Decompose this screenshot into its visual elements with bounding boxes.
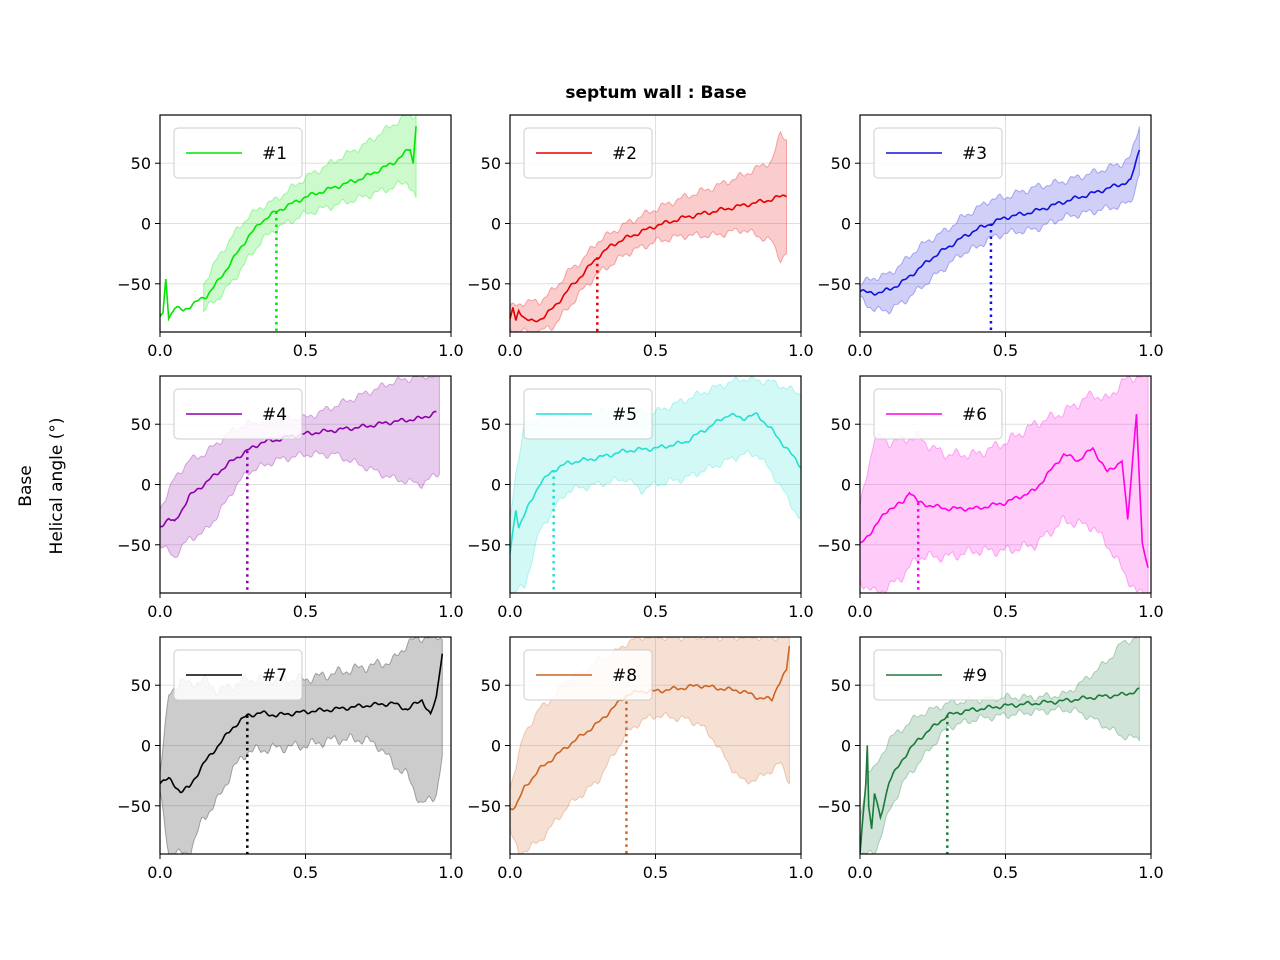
legend-4: #2 [523,127,653,179]
y-tick-label: −50 [467,275,501,294]
legend-8: #6 [873,388,1003,440]
mean-line-5 [510,412,801,554]
x-tick-label: 1.0 [438,863,463,882]
legend-label: #4 [262,405,287,425]
y-tick-label: 0 [841,476,851,495]
y-tick-label: 0 [841,737,851,756]
legend-5: #5 [523,388,653,440]
legend-6: #8 [523,649,653,701]
x-tick-label: 1.0 [1138,341,1163,360]
x-tick-label: 0.5 [643,602,668,621]
mean-line-8 [860,414,1149,568]
y-tick-label: 50 [131,415,151,434]
y-tick-label: −50 [817,275,851,294]
y-tick-label: 0 [141,215,151,234]
x-tick-label: 0.5 [293,863,318,882]
legend-label: #6 [962,405,987,425]
subplot-5: 0.0 0.5 1.0 −50 0 50 #5 [467,375,814,621]
x-tick-label: 0.5 [993,602,1018,621]
band-4 [510,130,787,332]
y-tick-label: −50 [117,536,151,555]
y-tick-label: 50 [831,676,851,695]
y-tick-label: −50 [817,536,851,555]
mean-line-9 [860,687,1140,854]
x-tick-label: 1.0 [1138,602,1163,621]
subplot-grid: 0.0 0.5 1.0 −50 0 50 #1 0.0 0.5 1.0 −50 0 50 #4 0.0 0.5… [117,114,1164,882]
y-axis-label-line-1: Base [16,465,36,506]
x-tick-label: 0.0 [497,602,522,621]
y-tick-label: 50 [481,154,501,173]
y-tick-label: 0 [491,476,501,495]
x-tick-label: 0.0 [847,341,872,360]
x-tick-label: 1.0 [438,602,463,621]
y-tick-label: −50 [117,275,151,294]
y-axis-label-line-2: Helical angle (°) [47,418,67,555]
y-tick-label: −50 [467,536,501,555]
legend-3: #7 [173,649,303,701]
band-8 [860,376,1149,593]
y-tick-label: 0 [491,215,501,234]
x-tick-label: 1.0 [788,602,813,621]
legend-1: #1 [173,127,303,179]
mean-line-4 [510,194,787,323]
legend-2: #4 [173,388,303,440]
x-tick-label: 0.5 [293,602,318,621]
x-tick-label: 0.0 [147,602,172,621]
subplot-7: 0.0 0.5 1.0 −50 0 50 #3 [817,114,1164,360]
legend-label: #9 [962,666,987,686]
y-tick-label: −50 [467,797,501,816]
y-tick-label: −50 [117,797,151,816]
x-tick-label: 1.0 [438,341,463,360]
legend-label: #5 [612,405,637,425]
subplot-2: 0.0 0.5 1.0 −50 0 50 #4 [117,375,464,621]
legend-label: #2 [612,144,637,164]
legend-7: #3 [873,127,1003,179]
legend-label: #8 [612,666,637,686]
x-tick-label: 0.5 [993,341,1018,360]
subplot-4: 0.0 0.5 1.0 −50 0 50 #2 [467,114,814,360]
y-tick-label: 0 [141,737,151,756]
band-7 [860,126,1140,315]
legend-9: #9 [873,649,1003,701]
y-tick-label: 50 [481,415,501,434]
subplot-9: 0.0 0.5 1.0 −50 0 50 #9 [817,636,1164,882]
chart-title: septum wall : Base [565,83,746,103]
x-tick-label: 0.5 [293,341,318,360]
band-9 [860,637,1140,854]
y-tick-label: 50 [131,676,151,695]
x-tick-label: 0.0 [847,863,872,882]
legend-label: #3 [962,144,987,164]
x-tick-label: 0.0 [497,341,522,360]
x-tick-label: 0.0 [847,602,872,621]
mean-line-3 [160,653,444,794]
x-tick-label: 0.5 [993,863,1018,882]
x-tick-label: 1.0 [788,341,813,360]
subplot-3: 0.0 0.5 1.0 −50 0 50 #7 [117,636,464,882]
y-tick-label: −50 [817,797,851,816]
x-tick-label: 1.0 [1138,863,1163,882]
x-tick-label: 0.5 [643,341,668,360]
subplot-8: 0.0 0.5 1.0 −50 0 50 #6 [817,375,1164,621]
mean-line-1 [160,126,417,322]
x-tick-label: 0.5 [643,863,668,882]
y-tick-label: 0 [841,215,851,234]
y-tick-label: 0 [491,737,501,756]
x-tick-label: 1.0 [788,863,813,882]
legend-label: #7 [262,666,287,686]
subplot-1: 0.0 0.5 1.0 −50 0 50 #1 [117,114,464,360]
x-tick-label: 0.0 [147,341,172,360]
legend-label: #1 [262,144,287,164]
subplot-6: 0.0 0.5 1.0 −50 0 50 #8 [467,636,814,882]
y-tick-label: 0 [141,476,151,495]
y-tick-label: 50 [131,154,151,173]
y-tick-label: 50 [831,415,851,434]
y-tick-label: 50 [831,154,851,173]
mean-line-7 [860,149,1141,296]
x-tick-label: 0.0 [147,863,172,882]
y-tick-label: 50 [481,676,501,695]
x-tick-label: 0.0 [497,863,522,882]
